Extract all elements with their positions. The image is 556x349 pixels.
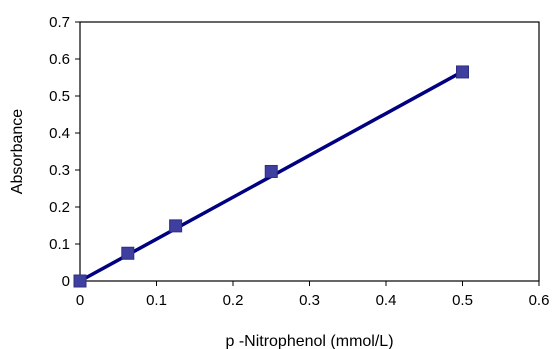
x-axis-title: p -Nitrophenol (mmol/L) bbox=[225, 333, 393, 349]
x-tick-label: 0.5 bbox=[452, 292, 473, 309]
y-tick-label: 0.5 bbox=[49, 88, 70, 105]
x-tick-label: 0.2 bbox=[223, 292, 244, 309]
y-tick-label: 0.4 bbox=[49, 125, 70, 142]
data-point-marker bbox=[73, 274, 87, 288]
y-tick-label: 0.1 bbox=[49, 236, 70, 253]
y-axis-title: Absorbance bbox=[9, 109, 26, 194]
y-tick-label: 0.6 bbox=[49, 51, 70, 68]
data-point-marker bbox=[264, 164, 278, 178]
data-point-marker bbox=[169, 219, 183, 233]
y-tick-label: 0.3 bbox=[49, 162, 70, 179]
x-axis: 0 0.1 0.2 0.3 0.4 0.5 0.6 bbox=[76, 281, 550, 309]
y-tick-label: 0.2 bbox=[49, 199, 70, 216]
markers-layer bbox=[73, 65, 469, 288]
x-tick-label: 0 bbox=[76, 292, 84, 309]
y-tick-label: 0 bbox=[62, 273, 70, 290]
data-point-marker bbox=[121, 246, 135, 260]
x-tick-label: 0.1 bbox=[146, 292, 167, 309]
y-tick-label: 0.7 bbox=[49, 14, 70, 31]
x-tick-label: 0.4 bbox=[376, 292, 397, 309]
x-tick-label: 0.6 bbox=[529, 292, 550, 309]
y-axis: 0 0.1 0.2 0.3 0.4 0.5 0.6 0.7 bbox=[49, 14, 80, 290]
x-tick-label: 0.3 bbox=[299, 292, 320, 309]
data-point-marker bbox=[456, 65, 469, 79]
